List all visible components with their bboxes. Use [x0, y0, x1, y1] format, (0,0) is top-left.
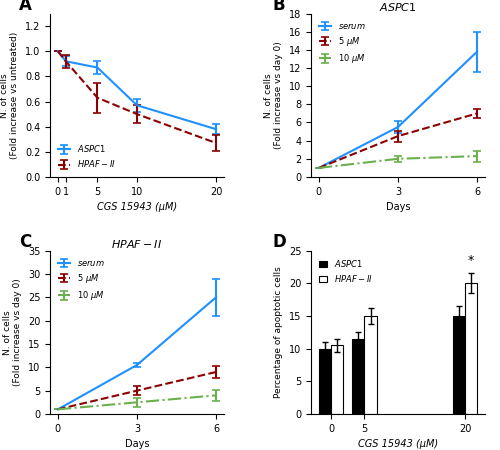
X-axis label: CGS 15943 (μM): CGS 15943 (μM) — [358, 439, 438, 449]
Y-axis label: Percentage of apoptotic cells: Percentage of apoptotic cells — [274, 266, 283, 398]
Title: $\it{ASPC1}$: $\it{ASPC1}$ — [379, 1, 417, 13]
Text: C: C — [18, 233, 31, 251]
Bar — [331, 345, 343, 414]
Text: *: * — [468, 254, 474, 267]
Y-axis label: N. of cells
(Fold increase vs untreated): N. of cells (Fold increase vs untreated) — [0, 32, 20, 159]
Title: $\it{HPAF-II}$: $\it{HPAF-II}$ — [112, 238, 162, 250]
Bar — [319, 349, 331, 414]
Text: A: A — [18, 0, 32, 14]
Legend: $\it{ASPC1}$, $\it{HPAF-II}$: $\it{ASPC1}$, $\it{HPAF-II}$ — [315, 255, 376, 288]
X-axis label: Days: Days — [125, 439, 149, 449]
Bar — [453, 316, 465, 414]
Y-axis label: N. of cells
(Fold increase vs day 0): N. of cells (Fold increase vs day 0) — [3, 279, 22, 386]
X-axis label: CGS 15943 (μM): CGS 15943 (μM) — [97, 202, 177, 212]
Legend: $\it{serum}$, $\it{5\ \mu M}$, $\it{10\ \mu M}$: $\it{serum}$, $\it{5\ \mu M}$, $\it{10\ … — [54, 255, 108, 306]
Text: D: D — [272, 233, 286, 251]
Text: B: B — [272, 0, 285, 14]
Bar — [465, 283, 477, 414]
Bar — [352, 339, 364, 414]
X-axis label: Days: Days — [386, 202, 410, 212]
Bar — [364, 316, 376, 414]
Legend: $\it{serum}$, $\it{5\ \mu M}$, $\it{10\ \mu M}$: $\it{serum}$, $\it{5\ \mu M}$, $\it{10\ … — [315, 18, 369, 69]
Legend: $\it{ASPC1}$, $\it{HPAF-II}$: $\it{ASPC1}$, $\it{HPAF-II}$ — [54, 140, 119, 173]
Y-axis label: N. of cells
(Fold increase vs day 0): N. of cells (Fold increase vs day 0) — [264, 41, 283, 149]
